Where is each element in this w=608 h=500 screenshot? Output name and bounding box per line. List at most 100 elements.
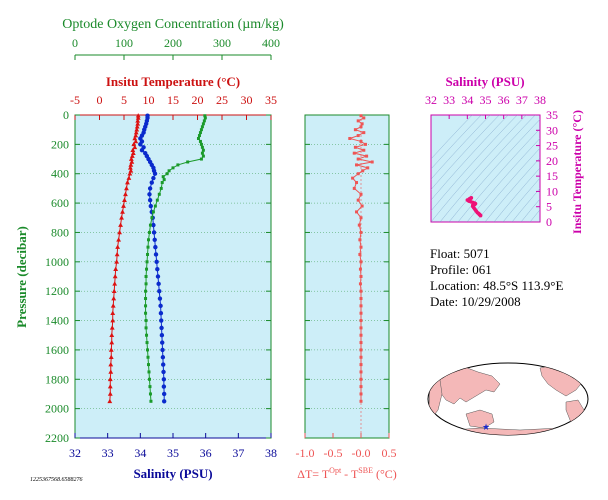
delta-t-point xyxy=(359,114,363,118)
land-antarctica xyxy=(429,427,588,435)
ts-temperature-tick-label: 20 xyxy=(546,154,558,168)
pressure-tick-label: 2200 xyxy=(45,431,69,445)
delta-t-point xyxy=(359,275,363,278)
temperature-point xyxy=(108,361,114,367)
delta-t-point xyxy=(359,363,363,367)
temperature-point xyxy=(126,175,132,180)
delta-t-point xyxy=(359,370,363,374)
temperature-point xyxy=(116,237,122,242)
delta-t-point xyxy=(359,192,363,196)
ts-salinity-tick-label: 38 xyxy=(534,93,546,107)
world-map: ★ xyxy=(427,362,589,436)
ts-temperature-tick-label: 0 xyxy=(546,215,552,229)
oxygen-point xyxy=(159,186,163,190)
oxygen-point xyxy=(197,134,201,138)
salinity-point xyxy=(160,347,165,353)
delta-t-point xyxy=(366,166,370,170)
delta-t-point xyxy=(356,119,360,123)
temperature-tick-label: 30 xyxy=(241,93,253,107)
oxygen-point xyxy=(199,128,203,132)
temperature-tick-label: 0 xyxy=(97,93,103,107)
temperature-point xyxy=(135,121,141,126)
oxygen-point xyxy=(200,145,204,149)
temperature-point xyxy=(134,127,140,132)
ts-salinity-tick-label: 34 xyxy=(461,93,473,107)
location: Location: 48.5°S 113.9°E xyxy=(430,278,564,293)
oxygen-point xyxy=(200,125,204,129)
oxygen-point xyxy=(148,385,152,389)
temperature-point xyxy=(121,203,126,208)
salinity-tick-label: 35 xyxy=(167,446,179,460)
salinity-point xyxy=(157,296,163,301)
temperature-point xyxy=(135,118,141,123)
oxygen-point xyxy=(145,267,149,271)
salinity-point xyxy=(155,266,160,272)
oxygen-point xyxy=(146,355,150,359)
density-contour xyxy=(431,115,518,212)
delta-t-series xyxy=(348,114,374,403)
oxygen-point xyxy=(146,245,150,249)
delta-t-point xyxy=(362,131,366,135)
temperature-point xyxy=(108,347,114,352)
density-contour xyxy=(431,115,527,222)
salinity-point xyxy=(159,325,164,331)
density-contour xyxy=(484,157,540,222)
ts-temperature-tick-label: 25 xyxy=(546,139,558,153)
temperature-point xyxy=(108,369,114,374)
salinity-point xyxy=(157,288,162,294)
pressure-tick-label: 600 xyxy=(51,196,69,210)
salinity-point xyxy=(161,384,167,389)
date: Date: 10/29/2008 xyxy=(430,294,521,309)
temperature-point xyxy=(114,259,120,264)
ts-salinity-tick-label: 32 xyxy=(425,93,437,107)
temperature-point xyxy=(125,179,130,185)
pressure-axis: 0 200 400 600 800 1000 1200 1400 1600 1800 2000 220… xyxy=(45,108,271,445)
oxygen-point xyxy=(203,116,207,120)
main-plot-area xyxy=(74,114,272,439)
salinity-point xyxy=(161,377,167,382)
oxygen-point xyxy=(198,139,202,143)
oxygen-point xyxy=(153,204,157,208)
main-panel: 0 100 200 300 400 -5 0 5 10 15 20 25 30 35 32 33 34 35 3… xyxy=(14,17,284,481)
temperature-point xyxy=(109,325,115,330)
temperature-point xyxy=(120,209,125,214)
oxygen-point xyxy=(144,282,148,286)
delta-t-point xyxy=(359,289,363,293)
pressure-tick-label: 400 xyxy=(51,167,69,181)
pressure-tick-label: 2000 xyxy=(45,402,69,416)
ts-point xyxy=(478,213,483,218)
delta-t-point xyxy=(359,385,363,389)
oxygen-axis-title: Optode Oxygen Concentration (µm/kg) xyxy=(62,17,284,32)
oxygen-point xyxy=(199,142,203,146)
oxygen-point xyxy=(186,160,190,164)
oxygen-point xyxy=(176,163,180,167)
oxygen-point xyxy=(145,341,149,345)
temperature-point xyxy=(133,130,139,135)
ts-series xyxy=(465,196,483,218)
salinity-point xyxy=(161,369,166,375)
delta-t-point xyxy=(359,399,363,403)
delta-t-point xyxy=(359,377,363,381)
oxygen-tick-label: 200 xyxy=(164,36,182,50)
oxygen-tick-label: 400 xyxy=(262,36,280,50)
float-info: Float: 5071 Profile: 061 Location: 48.5°… xyxy=(430,246,563,310)
ts-salinity-title: Salinity (PSU) xyxy=(445,74,524,89)
salinity-tick-label: 37 xyxy=(232,446,244,460)
temperature-point xyxy=(127,165,133,170)
temperature-point xyxy=(109,339,115,345)
delta-t-axis: -1.0 -0.5 -0.0 0.5 xyxy=(296,114,397,460)
temperature-point xyxy=(135,113,141,118)
temperature-point xyxy=(107,376,113,382)
density-contour xyxy=(431,115,473,160)
pressure-tick-label: 800 xyxy=(51,225,69,239)
temperature-tick-label: 15 xyxy=(167,93,179,107)
salinity-point xyxy=(149,180,154,185)
delta-t-point xyxy=(356,172,360,176)
ts-temperature-title: Insitu Temperature (°C) xyxy=(570,110,584,234)
oxygen-tick-label: 0 xyxy=(72,36,78,50)
temperature-point xyxy=(112,281,118,286)
oxygen-point xyxy=(201,154,205,158)
temperature-tick-label: 20 xyxy=(192,93,204,107)
profile-number: Profile: 061 xyxy=(430,262,492,277)
salinity-point xyxy=(160,355,166,360)
